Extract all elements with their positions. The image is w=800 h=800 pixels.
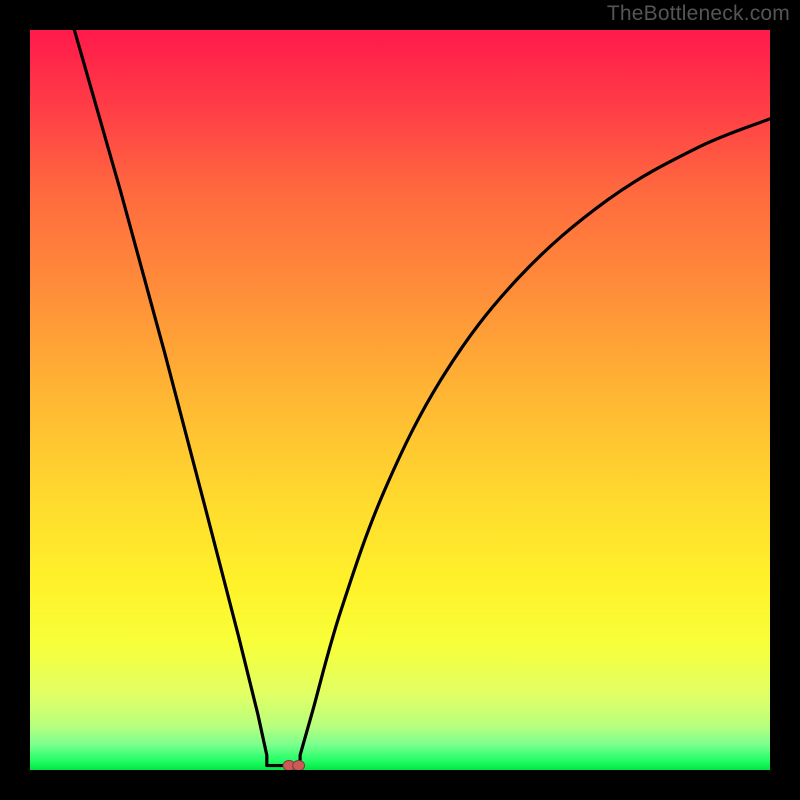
chart-container: { "watermark": { "text": "TheBottleneck.… (0, 0, 800, 800)
plot-area (30, 30, 770, 770)
watermark-label: TheBottleneck.com (607, 2, 790, 26)
gradient-background (30, 30, 770, 770)
